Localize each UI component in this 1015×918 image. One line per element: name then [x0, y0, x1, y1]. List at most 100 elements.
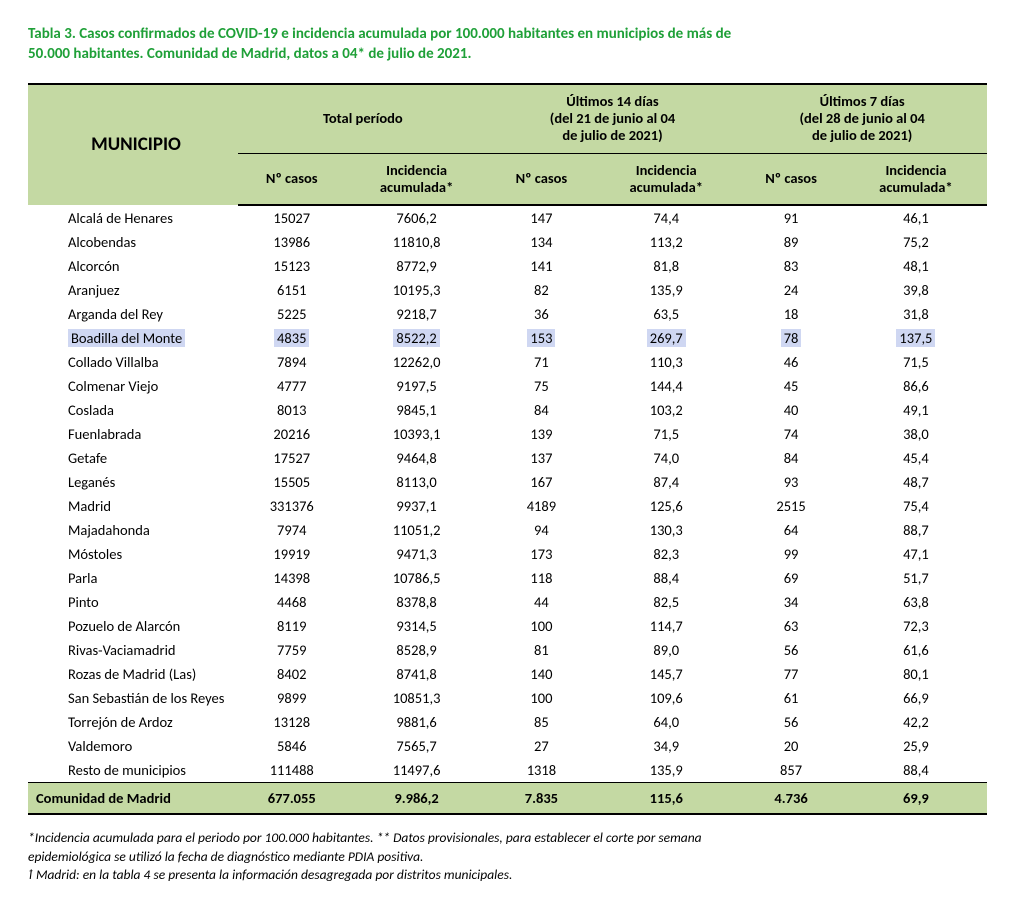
cell-incidencia-14: 63,5 [595, 302, 737, 326]
cell-municipio: Alcorcón [28, 254, 238, 278]
cell-casos-total: 7894 [238, 350, 346, 374]
cell-incidencia-total: 9881,6 [346, 710, 488, 734]
cell-casos-14: 140 [488, 662, 596, 686]
cell-incidencia-total: 10393,1 [346, 422, 488, 446]
cell-casos-total: 5846 [238, 734, 346, 758]
cell-casos-14: 147 [488, 205, 596, 230]
cell-casos-14: 100 [488, 614, 596, 638]
cell-casos-7: 857 [737, 758, 845, 783]
cell-incidencia-14: 87,4 [595, 470, 737, 494]
cell-casos-14: 134 [488, 230, 596, 254]
cell-casos-7: 20 [737, 734, 845, 758]
cell-casos-14: 1318 [488, 758, 596, 783]
header-ncasos-total: Nº casos [238, 153, 346, 205]
cell-municipio: Collado Villalba [28, 350, 238, 374]
cell-municipio: Aranjuez [28, 278, 238, 302]
header-ultimos-14: Últimos 14 días (del 21 de junio al 04 d… [488, 84, 738, 154]
table-row: Móstoles199199471,317382,39947,1 [28, 542, 987, 566]
cell-casos-total: 4835 [238, 326, 346, 350]
cell-municipio: Valdemoro [28, 734, 238, 758]
total-incidencia-14: 115,6 [595, 783, 737, 815]
cell-casos-total: 20216 [238, 422, 346, 446]
table-row: Coslada80139845,184103,24049,1 [28, 398, 987, 422]
cell-casos-total: 15123 [238, 254, 346, 278]
cell-incidencia-14: 109,6 [595, 686, 737, 710]
cell-incidencia-7: 88,4 [845, 758, 987, 783]
cell-municipio: Colmenar Viejo [28, 374, 238, 398]
cell-incidencia-total: 10851,3 [346, 686, 488, 710]
cell-casos-14: 71 [488, 350, 596, 374]
cell-incidencia-7: 51,7 [845, 566, 987, 590]
cell-municipio: Arganda del Rey [28, 302, 238, 326]
cell-municipio: Pozuelo de Alarcón [28, 614, 238, 638]
title-line1: Tabla 3. Casos confirmados de COVID-19 e… [28, 25, 731, 43]
cell-incidencia-7: 66,9 [845, 686, 987, 710]
table-header: MUNICIPIO Total período Últimos 14 días … [28, 84, 987, 206]
cell-casos-14: 27 [488, 734, 596, 758]
cell-casos-14: 4189 [488, 494, 596, 518]
cell-incidencia-7: 38,0 [845, 422, 987, 446]
table-row: Alcobendas1398611810,8134113,28975,2 [28, 230, 987, 254]
footnotes: *Incidencia acumulada para el periodo po… [28, 829, 987, 884]
header-ncasos-14: Nº casos [488, 153, 596, 205]
cell-municipio: San Sebastián de los Reyes [28, 686, 238, 710]
cell-casos-7: 64 [737, 518, 845, 542]
cell-incidencia-total: 9218,7 [346, 302, 488, 326]
cell-incidencia-14: 74,0 [595, 446, 737, 470]
cell-casos-total: 15505 [238, 470, 346, 494]
cell-casos-total: 15027 [238, 205, 346, 230]
cell-incidencia-total: 8378,8 [346, 590, 488, 614]
table-total-row: Comunidad de Madrid677.0559.986,27.83511… [28, 783, 987, 815]
table-row: Rivas-Vaciamadrid77598528,98189,05661,6 [28, 638, 987, 662]
cell-incidencia-14: 82,5 [595, 590, 737, 614]
cell-incidencia-14: 89,0 [595, 638, 737, 662]
header-ncasos-7: Nº casos [737, 153, 845, 205]
cell-incidencia-total: 12262,0 [346, 350, 488, 374]
table-row: Pinto44688378,84482,53463,8 [28, 590, 987, 614]
footnote-2: epidemiológica se utilizó la fecha de di… [28, 848, 423, 865]
cell-casos-7: 74 [737, 422, 845, 446]
cell-casos-total: 6151 [238, 278, 346, 302]
cell-incidencia-7: 42,2 [845, 710, 987, 734]
cell-casos-7: 24 [737, 278, 845, 302]
table-row: Fuenlabrada2021610393,113971,57438,0 [28, 422, 987, 446]
total-incidencia-7: 69,9 [845, 783, 987, 815]
cell-casos-total: 4777 [238, 374, 346, 398]
cell-municipio: Madrid [28, 494, 238, 518]
cell-incidencia-7: 48,7 [845, 470, 987, 494]
table-row: Pozuelo de Alarcón81199314,5100114,76372… [28, 614, 987, 638]
cell-incidencia-7: 63,8 [845, 590, 987, 614]
cell-municipio: Leganés [28, 470, 238, 494]
table-row: Rozas de Madrid (Las)84028741,8140145,77… [28, 662, 987, 686]
cell-incidencia-7: 49,1 [845, 398, 987, 422]
cell-casos-7: 91 [737, 205, 845, 230]
cell-incidencia-14: 103,2 [595, 398, 737, 422]
table-row: Colmenar Viejo47779197,575144,44586,6 [28, 374, 987, 398]
cell-incidencia-7: 25,9 [845, 734, 987, 758]
cell-incidencia-14: 88,4 [595, 566, 737, 590]
table-row: Alcalá de Henares150277606,214774,49146,… [28, 205, 987, 230]
table-row: Parla1439810786,511888,46951,7 [28, 566, 987, 590]
cell-incidencia-total: 10195,3 [346, 278, 488, 302]
table-row: Leganés155058113,016787,49348,7 [28, 470, 987, 494]
cell-incidencia-14: 82,3 [595, 542, 737, 566]
cell-casos-14: 153 [488, 326, 596, 350]
cell-incidencia-total: 11497,6 [346, 758, 488, 783]
cell-casos-total: 8119 [238, 614, 346, 638]
cell-incidencia-total: 11051,2 [346, 518, 488, 542]
cell-casos-7: 99 [737, 542, 845, 566]
table-row: Majadahonda797411051,294130,36488,7 [28, 518, 987, 542]
cell-incidencia-7: 88,7 [845, 518, 987, 542]
cell-casos-7: 40 [737, 398, 845, 422]
cell-municipio: Alcobendas [28, 230, 238, 254]
cell-incidencia-total: 8528,9 [346, 638, 488, 662]
cell-casos-total: 5225 [238, 302, 346, 326]
cell-casos-14: 167 [488, 470, 596, 494]
cell-municipio: Boadilla del Monte [28, 326, 238, 350]
cell-incidencia-total: 9314,5 [346, 614, 488, 638]
cell-casos-7: 84 [737, 446, 845, 470]
cell-casos-14: 141 [488, 254, 596, 278]
cell-incidencia-14: 74,4 [595, 205, 737, 230]
cell-incidencia-total: 9937,1 [346, 494, 488, 518]
header-ultimos-7: Últimos 7 días (del 28 de junio al 04 de… [737, 84, 987, 154]
